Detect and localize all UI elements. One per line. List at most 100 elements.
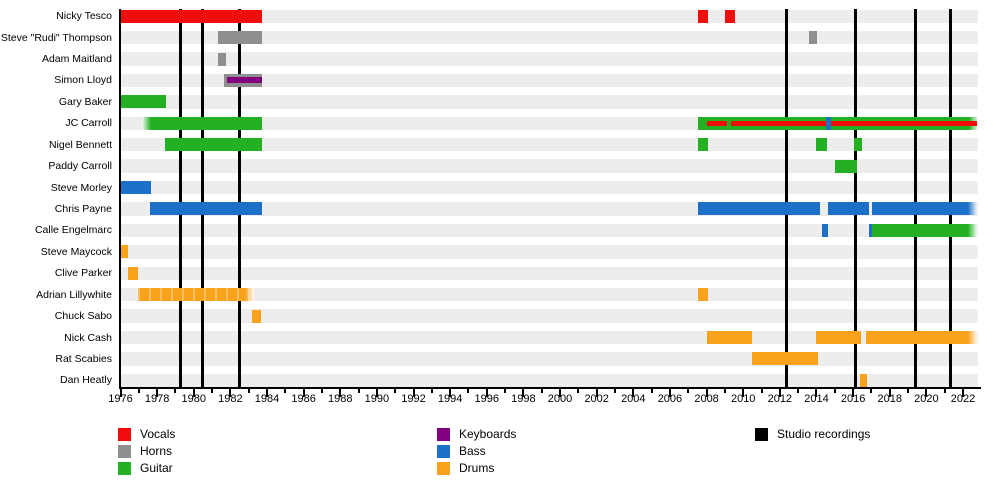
- legend-label: Guitar: [140, 460, 173, 475]
- legend-swatch-vocals: [118, 427, 131, 441]
- x-axis-tick-label: 2008: [694, 393, 719, 405]
- x-axis-tick-label: 2004: [621, 393, 646, 405]
- legend-swatch-bass: [437, 444, 450, 458]
- timeline-bar: [165, 138, 263, 152]
- x-axis-tick-label: 1982: [218, 393, 243, 405]
- studio-recording-line: [784, 9, 788, 388]
- row-band: [120, 95, 978, 109]
- member-label: Paddy Carroll: [48, 160, 112, 173]
- x-axis-tick: [229, 389, 232, 397]
- x-axis-tick-label: 2002: [584, 393, 609, 405]
- x-axis-tick-label: 1984: [254, 393, 280, 405]
- x-axis-tick: [394, 389, 397, 393]
- x-axis-tick: [705, 389, 708, 397]
- x-axis-tick: [522, 389, 525, 397]
- x-axis-tick: [357, 389, 360, 393]
- timeline-bar-overlay: [825, 116, 831, 130]
- member-label: Adrian Lillywhite: [36, 288, 112, 301]
- row-band: [120, 180, 978, 195]
- member-label: Nick Cash: [64, 331, 112, 344]
- x-axis-tick-label: 1996: [474, 393, 500, 405]
- row-band: [120, 373, 978, 388]
- legend-label: Drums: [459, 460, 495, 475]
- row-band: [120, 30, 978, 45]
- timeline-bar: [834, 159, 857, 173]
- legend-label: Studio recordings: [777, 426, 871, 441]
- x-axis-tick: [925, 389, 928, 397]
- timeline-bar: [149, 202, 263, 216]
- x-axis-tick-label: 1976: [108, 393, 133, 405]
- x-axis-tick: [375, 389, 378, 397]
- member-label: Nicky Tesco: [56, 10, 112, 23]
- x-axis-tick: [687, 389, 690, 393]
- x-axis-tick-label: 2010: [730, 393, 756, 405]
- x-axis-tick-label: 2022: [950, 393, 976, 405]
- timeline-bar: [218, 31, 263, 45]
- bar-fade-right: [967, 202, 977, 216]
- member-label: Dan Heatly: [60, 374, 112, 387]
- timeline-bar: [698, 138, 709, 152]
- y-axis-line: [119, 9, 121, 389]
- row-band: [120, 223, 978, 238]
- row-band: [120, 245, 978, 259]
- x-axis-tick: [961, 389, 964, 397]
- member-label: Simon Lloyd: [54, 74, 112, 87]
- x-axis-tick: [632, 389, 635, 397]
- row-band: [120, 287, 978, 302]
- studio-recording-line: [200, 9, 204, 388]
- x-axis-tick: [339, 389, 342, 397]
- legend-label: Vocals: [140, 426, 176, 441]
- x-axis-tick-label: 1998: [511, 393, 536, 405]
- x-axis-tick: [723, 389, 726, 393]
- row-band: [120, 330, 978, 345]
- bar-fade-left: [141, 116, 151, 130]
- timeline-bar: [868, 223, 873, 237]
- x-axis-tick-label: 2018: [877, 393, 902, 405]
- studio-recording-line: [178, 9, 182, 388]
- timeline-bar: [724, 9, 735, 23]
- x-axis-line: [120, 387, 981, 389]
- x-axis-tick-label: 1980: [181, 393, 206, 405]
- x-axis-tick: [174, 389, 177, 393]
- legend-label: Keyboards: [459, 426, 517, 441]
- x-axis-tick: [449, 389, 452, 397]
- timeline-bar: [698, 288, 709, 302]
- x-axis-tick-label: 1990: [364, 393, 390, 405]
- member-label: Rat Scabies: [55, 352, 112, 365]
- timeline-bar: [854, 138, 863, 152]
- legend-swatch-recordings: [755, 427, 768, 441]
- x-axis-tick-label: 2006: [657, 393, 683, 405]
- x-axis-tick: [742, 389, 745, 397]
- timeline-bar: [141, 116, 263, 130]
- x-axis-tick: [266, 389, 269, 397]
- x-axis-tick: [559, 389, 562, 397]
- timeline-bar: [698, 9, 709, 23]
- legend-label: Horns: [140, 443, 173, 458]
- timeline-bar: [809, 31, 818, 45]
- x-axis-tick: [540, 389, 543, 393]
- member-label: JC Carroll: [65, 117, 112, 130]
- x-axis-tick-label: 2000: [547, 393, 573, 405]
- timeline-bar: [860, 373, 867, 387]
- x-axis-tick-label: 1992: [401, 393, 426, 405]
- timeline-bar: [120, 245, 128, 259]
- x-axis-tick-label: 1988: [328, 393, 353, 405]
- studio-recording-line: [913, 9, 917, 388]
- x-axis-tick: [577, 389, 580, 393]
- timeline-bar: [816, 331, 862, 344]
- x-axis-tick: [412, 389, 415, 397]
- x-axis-tick: [504, 389, 507, 393]
- timeline-bar: [821, 223, 829, 237]
- x-axis-tick: [852, 389, 855, 397]
- row-band: [120, 9, 978, 23]
- member-label: Steve "Rudi" Thompson: [0, 31, 112, 44]
- x-axis-tick: [943, 389, 946, 393]
- legend-swatch-keyboards: [437, 427, 450, 441]
- member-label: Steve Morley: [50, 181, 112, 194]
- studio-recording-line: [238, 9, 242, 388]
- timeline-bar: [872, 223, 977, 237]
- row-band: [120, 138, 978, 152]
- member-label: Chuck Sabo: [54, 310, 112, 323]
- x-axis-tick: [192, 389, 195, 397]
- x-axis-tick: [778, 389, 781, 397]
